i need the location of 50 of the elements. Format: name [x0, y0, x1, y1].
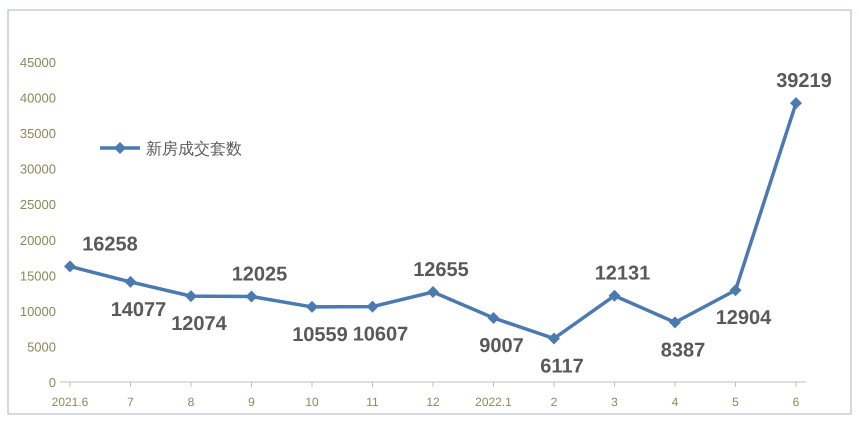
legend-label: 新房成交套数 [146, 140, 242, 158]
y-tick-label: 15000 [20, 268, 56, 284]
point [246, 290, 258, 302]
data-label: 12074 [171, 313, 228, 336]
point [306, 300, 318, 313]
data-label: 14077 [110, 298, 166, 321]
y-tick-label: 10000 [20, 304, 56, 319]
data-label: 8387 [660, 339, 706, 362]
point [790, 97, 802, 110]
x-tick-label: 4 [672, 395, 679, 409]
x-tick-label: 11 [366, 395, 380, 409]
x-tick-label: 2 [550, 395, 558, 409]
point [669, 316, 681, 328]
point [185, 290, 197, 302]
point [488, 312, 500, 324]
y-tick-label: 0 [48, 375, 56, 390]
data-label: 39219 [776, 70, 832, 92]
x-tick-label: 7 [127, 395, 134, 409]
x-tick-label: 2022.1 [475, 395, 512, 409]
x-tick-label: 10 [305, 395, 319, 409]
data-label: 6117 [540, 356, 584, 378]
data-label: 12904 [716, 307, 772, 330]
x-tick-label: 6 [792, 395, 800, 409]
point [427, 286, 439, 298]
point [608, 290, 620, 302]
x-tick-label: 8 [188, 395, 195, 409]
data-label: 16258 [82, 233, 138, 256]
point [548, 332, 560, 344]
x-tick-label: 3 [611, 395, 618, 409]
y-tick-label: 25000 [20, 197, 56, 212]
y-tick-label: 30000 [20, 162, 56, 177]
y-tick-label: 20000 [20, 232, 56, 248]
data-label: 9007 [479, 334, 524, 357]
data-label: 12025 [232, 263, 288, 286]
data-label: 10559 [292, 324, 348, 346]
point [366, 300, 378, 313]
x-tick-label: 9 [248, 395, 256, 409]
point [64, 260, 76, 272]
data-label: 12131 [594, 262, 650, 285]
data-label: 10607 [352, 324, 408, 346]
y-tick-label: 35000 [20, 126, 56, 142]
x-tick-label: 2021.6 [52, 395, 89, 409]
point [730, 284, 742, 296]
data-label: 12655 [413, 259, 469, 282]
x-tick-label: 12 [426, 395, 440, 409]
x-tick-label: 5 [732, 395, 740, 409]
point [124, 276, 136, 288]
y-tick-label: 40000 [20, 90, 56, 106]
y-tick-label: 45000 [20, 55, 56, 70]
y-tick-label: 5000 [27, 339, 56, 354]
